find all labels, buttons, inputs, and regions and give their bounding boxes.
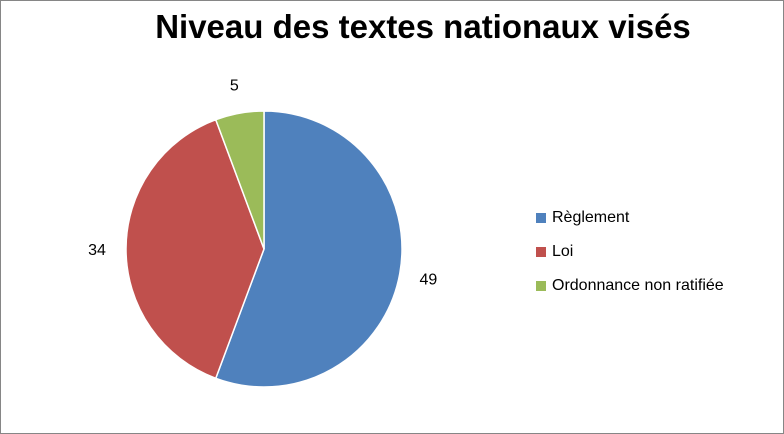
legend-item: Ordonnance non ratifiée [536,269,724,303]
pie-slice-ordonnance-non-ratifi-e [214,110,265,250]
data-label: 5 [230,78,239,95]
legend: Règlement Loi Ordonnance non ratifiée [536,201,724,303]
legend-label: Règlement [552,209,630,226]
chart-title: Niveau des textes nationaux visés [155,8,691,45]
legend-label: Ordonnance non ratifiée [552,277,724,294]
legend-item: Règlement [536,201,724,235]
pie-slice-r-glement [214,110,403,388]
legend-swatch [536,213,546,223]
data-label: 49 [419,272,437,289]
legend-swatch [536,281,546,291]
legend-swatch [536,247,546,257]
data-label: 34 [88,242,106,259]
pie-slice-loi [125,118,265,380]
legend-label: Loi [552,243,574,260]
legend-item: Loi [536,235,724,269]
